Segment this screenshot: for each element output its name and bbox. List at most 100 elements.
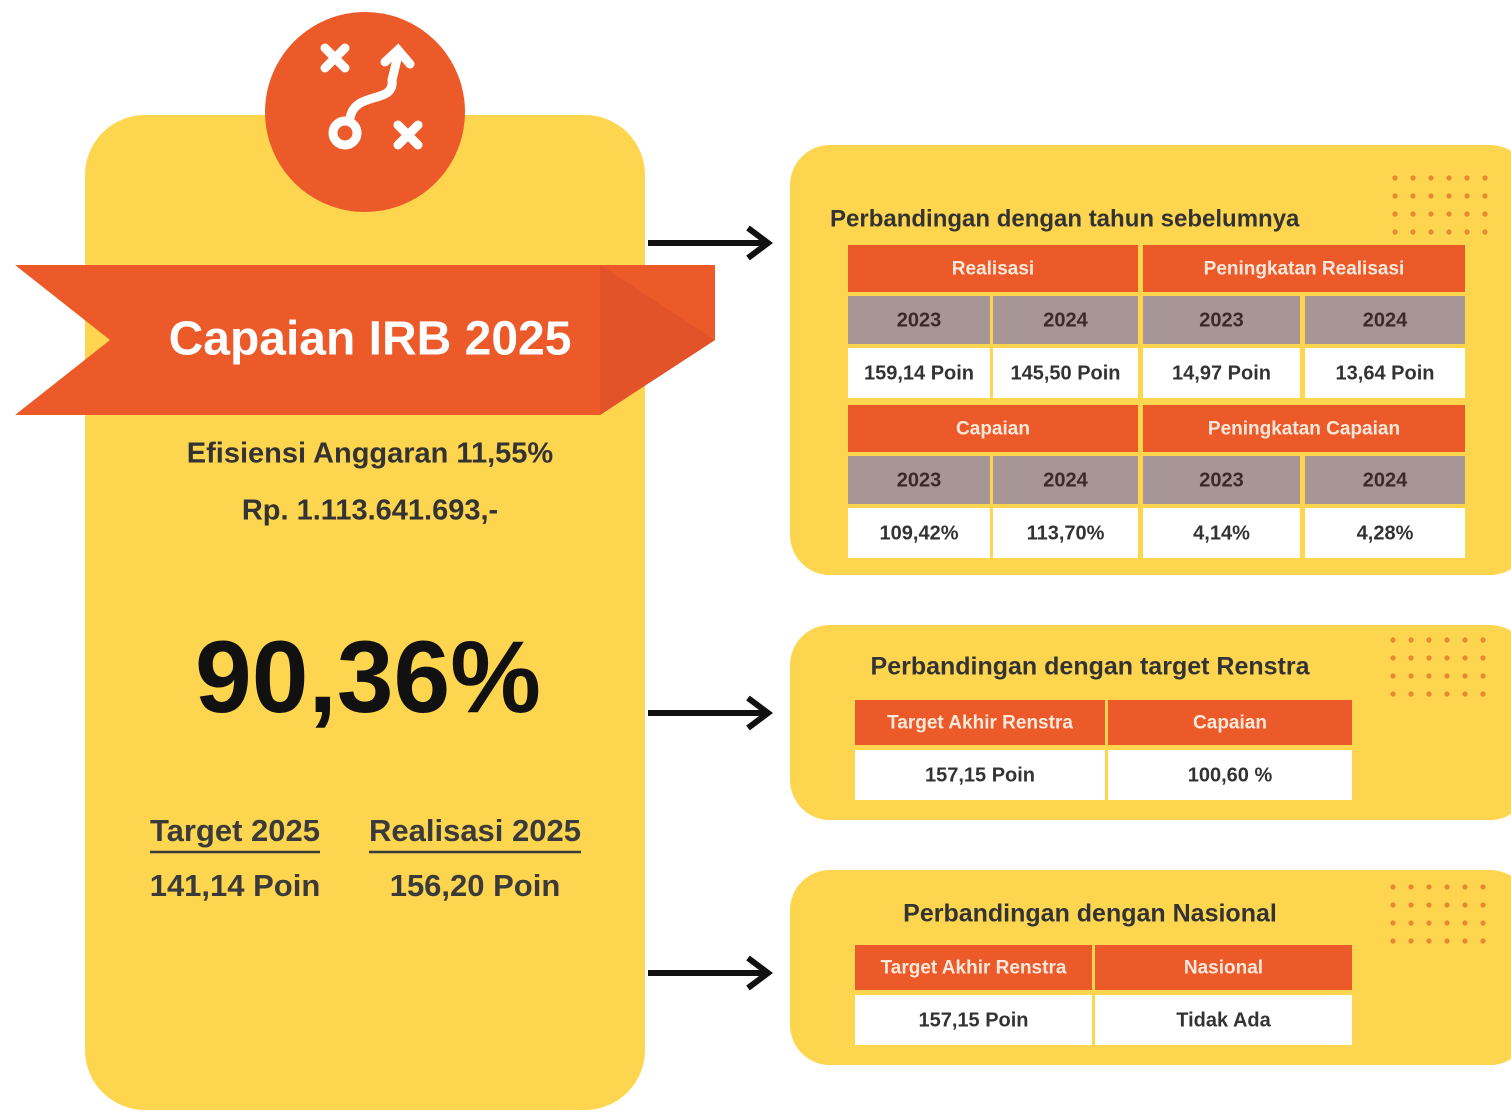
table-value: 13,64 Poin — [1336, 362, 1435, 384]
dot — [1446, 193, 1452, 199]
ribbon-tip — [600, 265, 715, 415]
dot — [1444, 637, 1450, 643]
dot — [1480, 884, 1486, 890]
dot — [1428, 193, 1434, 199]
table-value-cell — [1108, 750, 1352, 800]
table-value-cell — [1143, 508, 1300, 558]
dot — [1482, 175, 1488, 181]
table-header-cell — [848, 245, 1138, 292]
table-value: Tidak Ada — [1176, 1009, 1271, 1031]
table-value-cell — [1305, 508, 1465, 558]
year-header-cell — [1143, 296, 1300, 344]
year-header: 2023 — [897, 309, 942, 331]
dot — [1390, 920, 1396, 926]
dot — [1426, 673, 1432, 679]
table-header: Peningkatan Capaian — [1208, 419, 1400, 440]
table-value-cell — [1305, 348, 1465, 398]
table-value-cell — [1095, 995, 1352, 1045]
table-value-cell — [855, 750, 1105, 800]
main-title: Capaian IRB 2025 — [169, 313, 572, 366]
table-value: 14,97 Poin — [1172, 362, 1271, 384]
dot — [1390, 637, 1396, 643]
strategy-icon — [320, 43, 423, 150]
dot — [1408, 938, 1414, 944]
dot — [1464, 211, 1470, 217]
dot — [1462, 637, 1468, 643]
table-value: 109,42% — [880, 522, 959, 544]
dot — [1480, 938, 1486, 944]
year-header: 2024 — [1043, 309, 1088, 331]
dot — [1426, 938, 1432, 944]
dot — [1444, 938, 1450, 944]
year-header-cell — [848, 296, 990, 344]
dot — [1462, 902, 1468, 908]
dot — [1426, 920, 1432, 926]
dot — [1390, 673, 1396, 679]
dot — [1426, 691, 1432, 697]
dot — [1392, 229, 1398, 235]
dot — [1444, 691, 1450, 697]
score: 90,36% — [195, 620, 541, 734]
dot — [1444, 884, 1450, 890]
dot — [1480, 691, 1486, 697]
dot — [1446, 211, 1452, 217]
dot — [1408, 902, 1414, 908]
efficiency: Efisiensi Anggaran 11,55% — [187, 438, 554, 470]
dot — [1428, 211, 1434, 217]
table-value: 4,14% — [1193, 522, 1250, 544]
dot — [1390, 884, 1396, 890]
dot — [1462, 691, 1468, 697]
dot — [1390, 938, 1396, 944]
table-header-cell — [855, 700, 1105, 745]
table-header-cell — [1143, 245, 1465, 292]
dot — [1480, 637, 1486, 643]
amount: Rp. 1.113.641.693,- — [242, 495, 498, 527]
stat-value: 156,20 Poin — [390, 868, 561, 903]
table-header-cell — [848, 405, 1138, 452]
year-header-cell — [848, 456, 990, 504]
dot — [1410, 175, 1416, 181]
table-value: 145,50 Poin — [1010, 362, 1120, 384]
table-value-cell — [855, 995, 1092, 1045]
dot — [1408, 884, 1414, 890]
dot — [1462, 920, 1468, 926]
table-header: Nasional — [1184, 958, 1263, 979]
year-header: 2023 — [1199, 469, 1244, 491]
panel-title: Perbandingan dengan Nasional — [903, 900, 1277, 928]
year-header: 2024 — [1363, 309, 1408, 331]
table-header: Capaian — [1193, 713, 1267, 734]
dot-patterns — [1390, 175, 1488, 944]
table-value: 113,70% — [1027, 522, 1105, 544]
table-value: 159,14 Poin — [864, 362, 974, 384]
dot — [1462, 655, 1468, 661]
dot — [1428, 175, 1434, 181]
panel-title: Perbandingan dengan target Renstra — [871, 653, 1311, 681]
dot — [1444, 902, 1450, 908]
year-header: 2024 — [1043, 469, 1088, 491]
year-header: 2023 — [897, 469, 942, 491]
table-value-cell — [848, 508, 990, 558]
dot — [1480, 902, 1486, 908]
table-header: Capaian — [956, 419, 1030, 440]
stat-label: Target 2025 — [150, 813, 320, 848]
dot — [1428, 229, 1434, 235]
dot — [1426, 655, 1432, 661]
dot — [1390, 902, 1396, 908]
dot — [1392, 175, 1398, 181]
table-value-cell — [1143, 348, 1300, 398]
year-header: 2023 — [1199, 309, 1244, 331]
year-header-cell — [993, 296, 1138, 344]
table-header: Realisasi — [952, 259, 1034, 280]
year-header-cell — [993, 456, 1138, 504]
dot — [1410, 193, 1416, 199]
dot — [1444, 655, 1450, 661]
dot — [1462, 884, 1468, 890]
dot — [1408, 673, 1414, 679]
year-header: 2024 — [1363, 469, 1408, 491]
dot — [1408, 637, 1414, 643]
year-header-cell — [1305, 296, 1465, 344]
dot — [1464, 193, 1470, 199]
dot — [1482, 193, 1488, 199]
stat-value: 141,14 Poin — [150, 868, 321, 903]
dot — [1410, 229, 1416, 235]
